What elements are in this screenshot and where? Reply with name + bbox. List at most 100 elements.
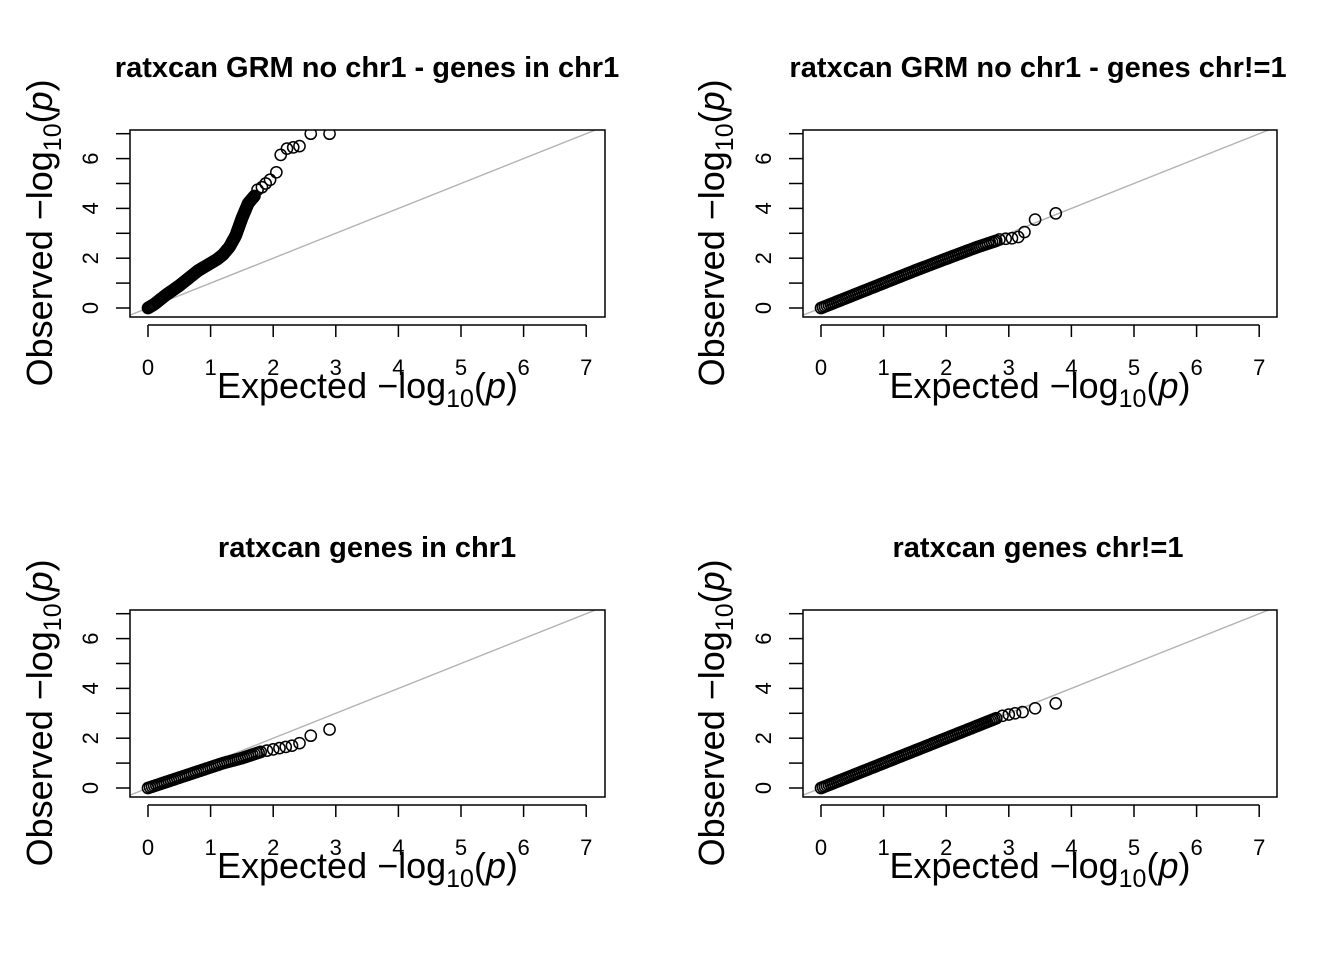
data-point <box>1005 231 1019 245</box>
x-tick-label: 1 <box>877 355 889 380</box>
qq-panel-3: 0 2 4 6 0 1 2 3 4 5 6 7 ratxcan genes in chr1 Expecte… <box>19 532 606 893</box>
x-tick-label: 1 <box>204 355 216 380</box>
y-axis-label: Observed −log10(p) <box>19 559 67 866</box>
x-tick-label: 3 <box>1003 355 1015 380</box>
y-axis-label: Observed −log10(p) <box>691 79 739 386</box>
data-point <box>304 130 318 141</box>
y-tick-label: 6 <box>78 152 103 164</box>
x-tick-label: 7 <box>1253 835 1265 860</box>
plot-title: ratxcan genes in chr1 <box>218 532 516 564</box>
data-point <box>248 189 261 203</box>
data-point <box>1049 696 1063 710</box>
data-point <box>273 741 286 755</box>
x-tick-label: 1 <box>204 835 216 860</box>
qq-panel-4: 0 2 4 6 0 1 2 3 4 5 6 7 ratxcan genes chr!=1 Expected… <box>691 532 1278 893</box>
y-tick-label: 4 <box>78 202 103 214</box>
x-tick-label: 0 <box>142 835 154 860</box>
x-tick-label: 4 <box>1065 835 1077 860</box>
x-axis-label: Expected −log10(p) <box>217 365 518 413</box>
x-tick-label: 3 <box>330 355 342 380</box>
plot-title: ratxcan genes chr!=1 <box>893 532 1184 564</box>
data-point <box>999 232 1013 246</box>
data-point <box>323 130 336 141</box>
plot-frame <box>129 609 606 798</box>
x-tick-label: 6 <box>1190 355 1202 380</box>
y-tick-label: 2 <box>751 732 776 744</box>
x-tick-label: 4 <box>392 355 404 380</box>
data-point <box>279 740 293 754</box>
data-point <box>259 177 273 190</box>
y-tick-label: 2 <box>751 252 776 264</box>
data-point <box>1049 207 1063 220</box>
data-point <box>1002 708 1016 721</box>
points-group <box>141 723 336 795</box>
y-tick-label: 2 <box>78 732 103 744</box>
y-tick-label: 0 <box>751 302 776 314</box>
y-tick-label: 6 <box>751 152 776 164</box>
y-tick-label: 0 <box>78 302 103 314</box>
plot-frame <box>802 609 1278 798</box>
x-tick-label: 6 <box>517 355 529 380</box>
data-point <box>274 148 288 162</box>
data-point <box>266 743 280 756</box>
x-axis-label: Expected −log10(p) <box>889 365 1190 413</box>
x-tick-label: 0 <box>815 835 827 860</box>
plot-title: ratxcan GRM no chr1 - genes in chr1 <box>115 52 619 84</box>
y-tick-label: 0 <box>751 782 776 794</box>
points-group <box>814 207 1063 315</box>
data-point <box>260 744 274 758</box>
x-tick-label: 5 <box>455 835 467 860</box>
data-point <box>1016 705 1029 719</box>
reference-line <box>130 130 598 316</box>
x-tick-label: 6 <box>1190 835 1202 860</box>
x-tick-label: 0 <box>815 355 827 380</box>
x-axis-label: Expected −log10(p) <box>889 845 1190 893</box>
x-axis-label: Expected −log10(p) <box>217 845 518 893</box>
x-tick-label: 7 <box>1253 355 1265 380</box>
x-tick-label: 3 <box>1003 835 1015 860</box>
points-group <box>141 130 336 315</box>
x-tick-label: 1 <box>877 835 889 860</box>
y-tick-label: 4 <box>751 202 776 214</box>
data-point <box>280 142 294 155</box>
y-axis-label: Observed −log10(p) <box>691 559 739 866</box>
data-point <box>255 180 269 194</box>
data-point <box>304 729 318 743</box>
y-tick-label: 4 <box>751 682 776 694</box>
x-tick-label: 0 <box>142 355 154 380</box>
qq-panel-1: 0 2 4 6 0 1 2 3 4 5 6 7 ratxcan GRM no chr1 - genes … <box>19 52 619 413</box>
data-point <box>293 139 306 153</box>
data-point <box>293 736 306 750</box>
plot-frame <box>802 129 1278 318</box>
y-axis-label: Observed −log10(p) <box>19 79 67 386</box>
x-tick-label: 2 <box>940 355 952 380</box>
x-tick-label: 4 <box>1065 355 1077 380</box>
x-tick-label: 2 <box>267 355 279 380</box>
data-point <box>989 711 1003 725</box>
data-point <box>254 745 268 759</box>
plot-title: ratxcan GRM no chr1 - genes chr!=1 <box>789 52 1286 84</box>
qq-panel-2: 0 2 4 6 0 1 2 3 4 5 6 7 ratxcan GRM no chr1 - genes … <box>691 52 1287 413</box>
y-tick-label: 2 <box>78 252 103 264</box>
x-tick-label: 5 <box>455 355 467 380</box>
x-tick-label: 7 <box>580 355 592 380</box>
data-point <box>286 141 300 154</box>
x-tick-label: 5 <box>1128 355 1140 380</box>
x-tick-label: 5 <box>1128 835 1140 860</box>
x-tick-label: 3 <box>330 835 342 860</box>
y-tick-label: 6 <box>78 632 103 644</box>
data-point <box>263 173 277 187</box>
x-tick-label: 4 <box>392 835 404 860</box>
data-point <box>1008 706 1022 720</box>
x-tick-label: 7 <box>580 835 592 860</box>
y-tick-label: 0 <box>78 782 103 794</box>
x-tick-label: 6 <box>517 835 529 860</box>
data-point <box>996 709 1009 723</box>
data-point <box>1018 225 1031 239</box>
y-tick-label: 6 <box>751 632 776 644</box>
data-point <box>1028 701 1042 715</box>
data-point <box>285 739 299 753</box>
data-point <box>323 723 336 736</box>
x-tick-label: 2 <box>940 835 952 860</box>
